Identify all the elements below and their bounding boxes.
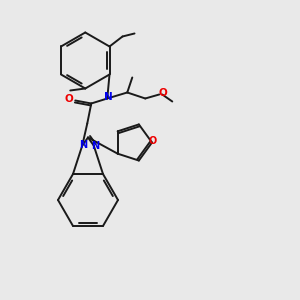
Text: N: N: [91, 142, 99, 152]
Text: O: O: [65, 94, 74, 104]
Text: O: O: [149, 136, 157, 146]
Text: N: N: [104, 92, 112, 103]
Text: N: N: [79, 140, 87, 151]
Text: O: O: [159, 88, 168, 98]
